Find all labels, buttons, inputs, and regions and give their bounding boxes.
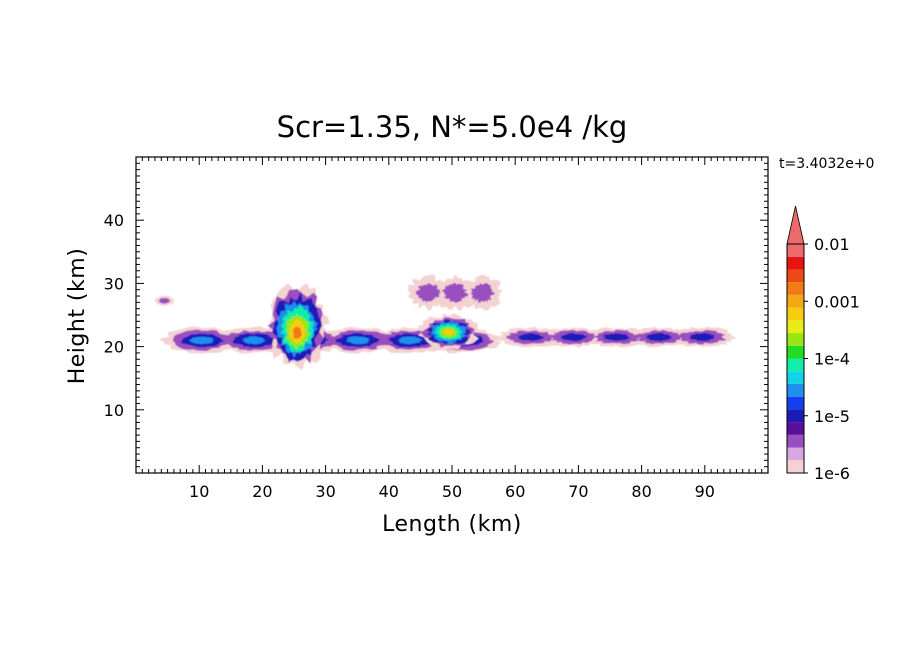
contour-band [689,332,716,342]
x-axis-label: Length (km) [382,512,522,537]
contour-band [292,326,303,339]
y-tick-labels: 10 20 30 40 [104,211,124,420]
x-tick-label: 50 [442,482,462,501]
colorbar-segment [787,447,804,461]
x-tick-label: 20 [252,482,272,501]
x-tick-label: 40 [379,482,399,501]
contour-band [346,336,370,345]
y-tick-label: 10 [104,401,124,420]
colorbar-segment [787,333,804,346]
colorbar-segment [787,434,804,448]
contour-band [443,329,455,336]
colorbar-tick-label: 1e-6 [814,464,850,483]
y-tick-label: 40 [104,211,124,230]
y-axis-label: Height (km) [65,248,90,385]
colorbar-tick-label: 1e-4 [814,350,850,369]
colorbar-segment [787,244,804,257]
colorbar-segment [787,282,804,295]
contour-band [470,282,495,303]
x-tick-label: 60 [505,482,525,501]
x-tick-label: 70 [568,482,588,501]
contour-band [517,333,545,342]
colorbar-segment [787,294,804,308]
contour-band [158,298,171,304]
heatmap-feature [496,326,737,348]
contour-band [560,333,588,342]
heatmap-feature [407,274,503,312]
heatmap-feature [154,295,175,306]
contour-band [189,336,215,345]
contour-band [602,333,630,341]
colorbar-segment [787,422,804,435]
contour-band [415,282,442,303]
colorbar-extend-arrow [786,205,805,245]
contour-band [442,283,469,303]
colorbar-segment [787,307,804,321]
colorbar [786,205,805,474]
colorbar-tick-label: 0.001 [814,292,860,311]
colorbar-labels: 0.01 0.001 1e-4 1e-5 1e-6 [804,235,860,483]
colorbar-segment [787,460,804,473]
contour-band [397,336,423,345]
chart-title: Scr=1.35, N*=5.0e4 /kg [277,110,628,144]
colorbar-segment [787,396,804,410]
x-tick-label: 30 [315,482,335,501]
x-tick-label: 80 [631,482,651,501]
colorbar-segment [787,409,804,423]
axis-ticks [136,157,768,473]
heatmap-feature [267,282,330,371]
colorbar-segment [787,269,804,283]
colorbar-tick-label: 1e-5 [814,407,850,426]
colorbar-tick-label: 0.01 [814,235,850,254]
x-tick-label: 90 [695,482,715,501]
y-tick-label: 30 [104,274,124,293]
colorbar-segment [787,383,804,397]
x-tick-label: 10 [189,482,209,501]
y-tick-label: 20 [104,338,124,357]
colorbar-segment [787,320,804,334]
colorbar-segment [787,358,804,372]
time-label: t=3.4032e+0 [779,156,874,172]
heatmap-feature [417,313,480,351]
colorbar-segment [787,256,804,270]
colorbar-segment [787,345,804,359]
contour-band [645,332,673,342]
x-tick-labels: 10 20 30 40 50 60 70 80 90 [189,482,715,501]
contour-band [242,336,266,345]
colorbar-segment [787,371,804,384]
heatmap-field [154,274,737,371]
